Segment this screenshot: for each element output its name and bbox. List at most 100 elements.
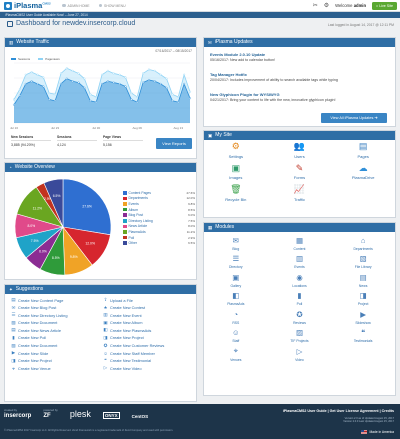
pie-legend-item[interactable]: Directory Listing 7.5% bbox=[123, 218, 195, 224]
data-point[interactable] bbox=[100, 73, 103, 76]
data-point[interactable] bbox=[77, 72, 80, 75]
suggestion-link[interactable]: ▮ Create New Poll bbox=[11, 335, 99, 341]
data-point[interactable] bbox=[177, 101, 180, 104]
module-item[interactable]: ▦ Content bbox=[268, 235, 332, 251]
pie-legend-item[interactable]: Content Pages 27.6% bbox=[123, 190, 195, 196]
data-point[interactable] bbox=[83, 77, 86, 80]
module-item[interactable]: ▮ Poll bbox=[268, 291, 332, 306]
data-point[interactable] bbox=[54, 99, 57, 102]
data-point[interactable] bbox=[12, 103, 15, 106]
module-item[interactable]: ◔ RSS bbox=[204, 309, 268, 325]
data-point[interactable] bbox=[12, 98, 15, 101]
data-point[interactable] bbox=[165, 77, 168, 80]
footer-links[interactable]: iPlasmaCMS2 User Guide | Get User Licens… bbox=[282, 409, 394, 413]
logo[interactable]: iPlasmaCMS2 bbox=[0, 1, 54, 10]
data-point[interactable] bbox=[95, 101, 98, 104]
my-site-item[interactable]: 🗑 Recycle Bin bbox=[204, 184, 268, 202]
data-point[interactable] bbox=[124, 85, 127, 88]
onyx-brand[interactable]: ONYX bbox=[102, 412, 120, 419]
module-item[interactable]: ◧ PlasmaAds bbox=[204, 291, 268, 306]
data-point[interactable] bbox=[159, 73, 162, 76]
created-by[interactable]: created by insercorp bbox=[4, 408, 31, 419]
data-point[interactable] bbox=[153, 80, 156, 83]
data-point[interactable] bbox=[188, 97, 191, 100]
suggestion-link[interactable]: ✉ Create New Blog Post bbox=[11, 305, 99, 311]
data-point[interactable] bbox=[171, 93, 174, 96]
module-item[interactable]: ✪ Reviews bbox=[268, 309, 332, 325]
data-point[interactable] bbox=[36, 82, 39, 85]
data-point[interactable] bbox=[136, 101, 139, 104]
tools-icon[interactable]: ✂ bbox=[312, 3, 318, 9]
my-site-item[interactable]: ▤ Pages bbox=[331, 141, 395, 159]
data-point[interactable] bbox=[142, 72, 145, 75]
update-item[interactable]: New Glyphicon Plugin for WYSIWYG 04/21/20… bbox=[210, 92, 335, 102]
notice-bar[interactable]: iPlasmaCMS2 User Guide Available Now! – … bbox=[0, 12, 400, 18]
data-point[interactable] bbox=[83, 86, 86, 89]
data-point[interactable] bbox=[147, 68, 150, 71]
module-item[interactable]: ▧ File Library bbox=[331, 254, 395, 269]
data-point[interactable] bbox=[71, 80, 74, 83]
update-item[interactable]: Events Module 2.0.10 Update 05/16/2017: N… bbox=[210, 52, 275, 62]
data-point[interactable] bbox=[54, 93, 57, 96]
data-point[interactable] bbox=[183, 73, 186, 76]
pie-legend-item[interactable]: News Article 8.0% bbox=[123, 224, 195, 230]
data-point[interactable] bbox=[106, 69, 109, 72]
my-site-item[interactable]: 👥 Users bbox=[268, 141, 332, 159]
suggestion-link[interactable]: ☰ Create New Directory Listing bbox=[11, 312, 99, 318]
module-item[interactable]: ▥ Events bbox=[268, 254, 332, 269]
data-point[interactable] bbox=[42, 85, 45, 88]
module-item[interactable]: ▶ Slideshow bbox=[331, 309, 395, 325]
data-point[interactable] bbox=[30, 71, 33, 74]
suggestion-link[interactable]: ▷ Create New Video bbox=[103, 365, 191, 371]
suggestion-link[interactable]: ★ Create New Contest bbox=[103, 305, 191, 311]
data-point[interactable] bbox=[18, 88, 21, 91]
data-point[interactable] bbox=[48, 92, 51, 95]
suggestion-link[interactable]: ▤ Create New News Article bbox=[11, 327, 99, 333]
suggestion-link[interactable]: ◨ Create New Project bbox=[103, 335, 191, 341]
data-point[interactable] bbox=[95, 95, 98, 98]
data-point[interactable] bbox=[188, 90, 191, 93]
pie-legend-item[interactable]: Poll 2.9% bbox=[123, 235, 195, 241]
data-point[interactable] bbox=[89, 99, 92, 102]
suggestion-link[interactable]: ◨ Create New Project bbox=[11, 358, 99, 364]
pie-legend-item[interactable]: Events 9.8% bbox=[123, 201, 195, 207]
pie-legend-item[interactable]: Departments 12.0% bbox=[123, 196, 195, 202]
module-item[interactable]: ▤ News bbox=[331, 272, 395, 288]
data-point[interactable] bbox=[18, 94, 21, 97]
settings-icon[interactable]: ⚙ bbox=[323, 3, 330, 9]
data-point[interactable] bbox=[177, 95, 180, 98]
data-point[interactable] bbox=[24, 73, 27, 76]
data-point[interactable] bbox=[153, 69, 156, 72]
my-site-item[interactable]: ☁ PlasmaDrive bbox=[331, 163, 395, 181]
plesk-brand[interactable]: plesk bbox=[70, 409, 91, 419]
module-item[interactable]: ❝ Testimonials bbox=[331, 328, 395, 343]
data-point[interactable] bbox=[106, 80, 109, 83]
data-point[interactable] bbox=[65, 67, 68, 70]
module-item[interactable]: ⌖ Venues bbox=[204, 346, 268, 362]
suggestion-link[interactable]: ☺ Create New Staff Member bbox=[103, 350, 191, 356]
my-site-item[interactable]: ⚙ Settings bbox=[204, 141, 268, 159]
data-point[interactable] bbox=[42, 76, 45, 79]
suggestion-link[interactable]: ▣ Create New Album bbox=[103, 320, 191, 326]
data-point[interactable] bbox=[48, 98, 51, 101]
view-reports-button[interactable]: View Reports bbox=[156, 138, 192, 149]
data-point[interactable] bbox=[65, 77, 68, 80]
suggestion-link[interactable]: ▥ Create New Event bbox=[103, 312, 191, 318]
data-point[interactable] bbox=[112, 72, 115, 75]
module-item[interactable]: ◉ Locations bbox=[268, 272, 332, 288]
module-item[interactable]: ✉ Blog bbox=[204, 235, 268, 251]
pie-slice[interactable] bbox=[62, 178, 112, 236]
data-point[interactable] bbox=[130, 92, 133, 95]
my-site-item[interactable]: ▣ Images bbox=[204, 163, 268, 181]
data-point[interactable] bbox=[36, 73, 39, 76]
module-item[interactable]: ◨ Project bbox=[331, 291, 395, 306]
data-point[interactable] bbox=[59, 82, 62, 85]
view-all-updates-button[interactable]: View All iPlasma Updates ➔ bbox=[321, 113, 387, 123]
data-point[interactable] bbox=[118, 73, 121, 76]
data-point[interactable] bbox=[147, 78, 150, 81]
data-point[interactable] bbox=[124, 76, 127, 79]
data-point[interactable] bbox=[100, 82, 103, 85]
module-item[interactable]: ⌂ Departments bbox=[331, 235, 395, 251]
module-item[interactable]: ▷ Video bbox=[268, 346, 332, 362]
data-point[interactable] bbox=[136, 95, 139, 98]
